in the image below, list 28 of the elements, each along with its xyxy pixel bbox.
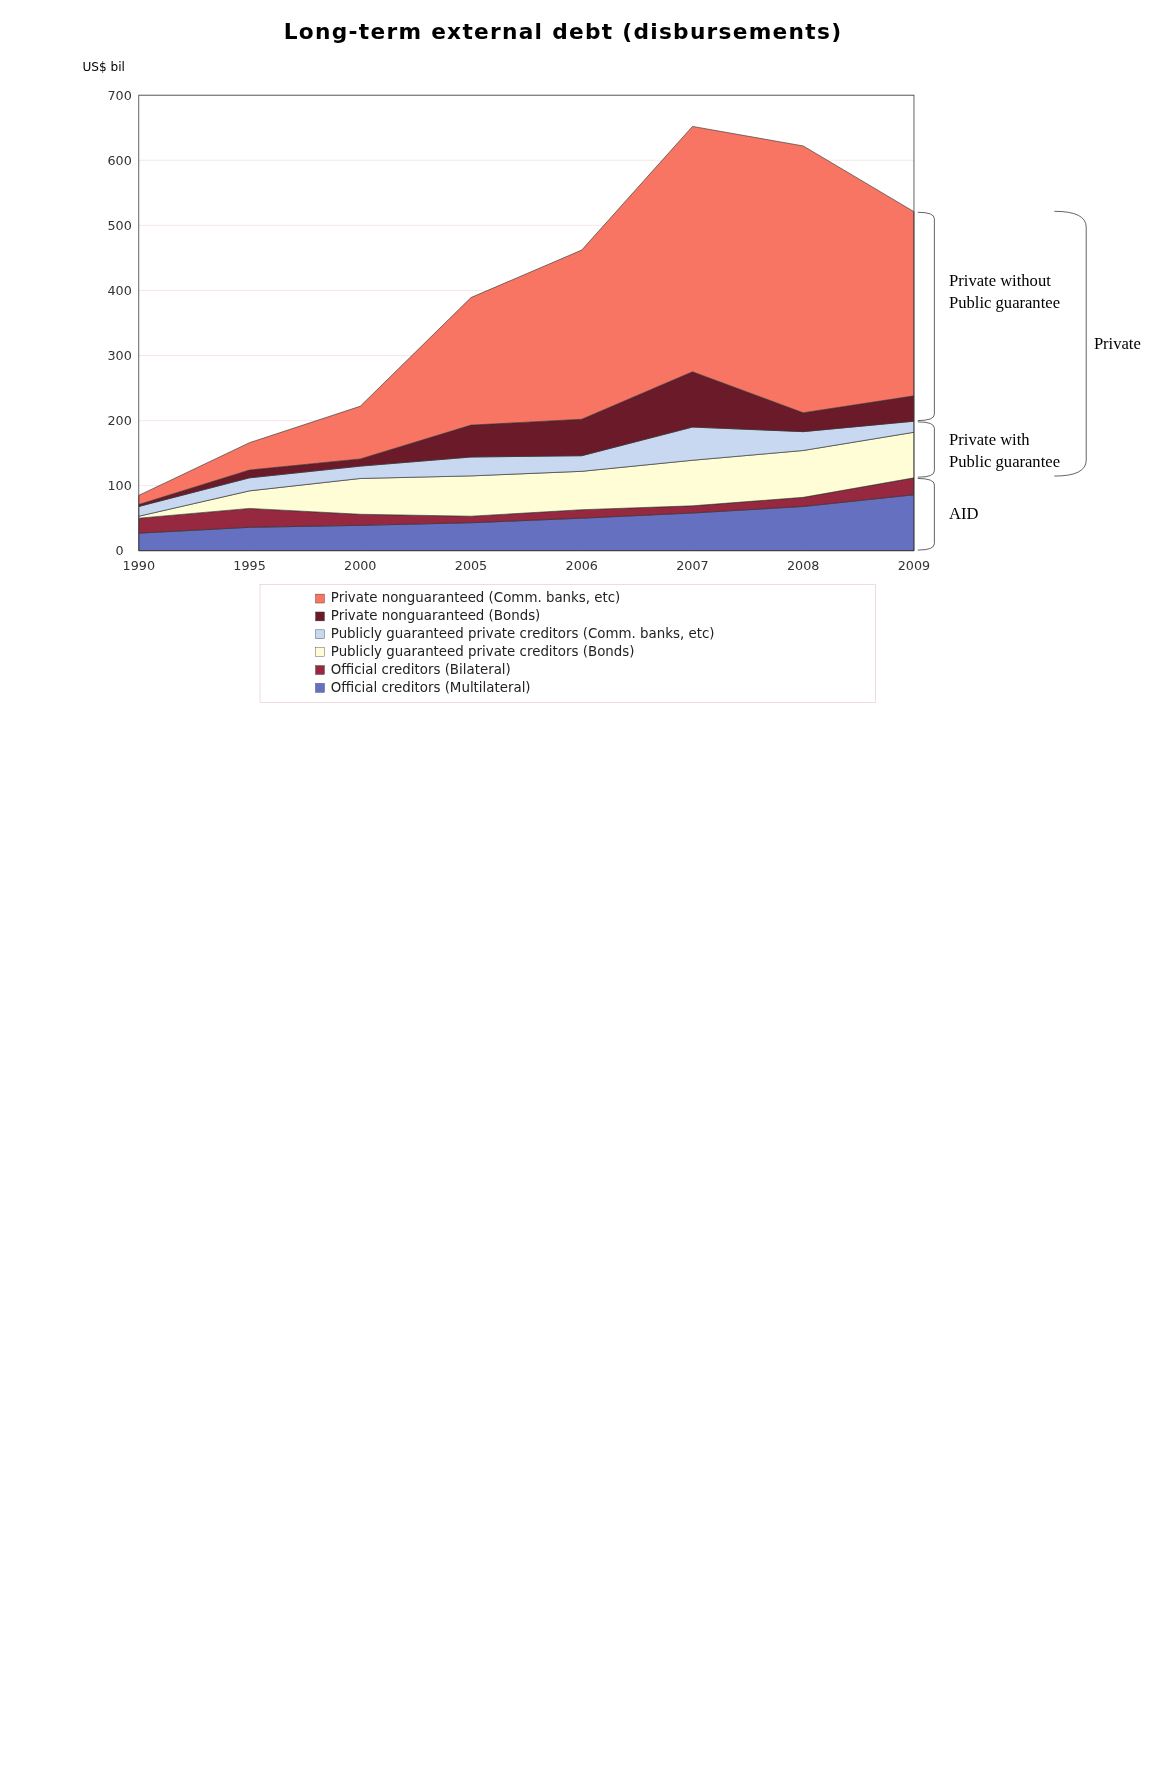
legend-label: Private nonguaranteed (Comm. banks, etc) xyxy=(330,590,621,606)
chart-title: Long-term external debt (disbursements) xyxy=(283,19,843,45)
y-tick-label: 700 xyxy=(107,87,132,103)
legend-label: Official creditors (Multilateral) xyxy=(330,679,531,695)
x-tick-label: 2000 xyxy=(344,557,377,573)
y-tick-label: 200 xyxy=(107,413,132,429)
x-tick-label: 2007 xyxy=(676,557,709,573)
y-axis-title: US$ bil xyxy=(82,59,125,74)
x-tick-label: 2008 xyxy=(786,557,820,573)
y-tick-label: 0 xyxy=(115,543,124,559)
y-tick-label: 500 xyxy=(107,217,132,233)
legend-label: Publicly guaranteed private creditors (Bonds) xyxy=(330,643,635,659)
legend-label: Publicly guaranteed private creditors (Comm. banks, etc) xyxy=(330,626,715,642)
legend-label: Private nonguaranteed (Bonds) xyxy=(330,608,541,624)
text: AID xyxy=(949,504,979,524)
text: Private xyxy=(1093,333,1141,353)
legend-label: Official creditors (Bilateral) xyxy=(330,661,511,677)
x-tick-label: 1995 xyxy=(233,557,266,573)
text: Private with Public guarantee xyxy=(949,430,1060,471)
x-tick-label: 2005 xyxy=(454,557,488,573)
y-tick-label: 100 xyxy=(107,478,132,494)
y-tick-label: 400 xyxy=(107,282,132,298)
x-tick-label: 1990 xyxy=(122,557,156,573)
text: Private without Public guarantee xyxy=(949,271,1060,313)
y-tick-label: 600 xyxy=(107,152,132,168)
x-tick-label: 2009 xyxy=(897,557,931,573)
x-tick-label: 2006 xyxy=(565,557,598,573)
y-tick-label: 300 xyxy=(107,347,132,363)
